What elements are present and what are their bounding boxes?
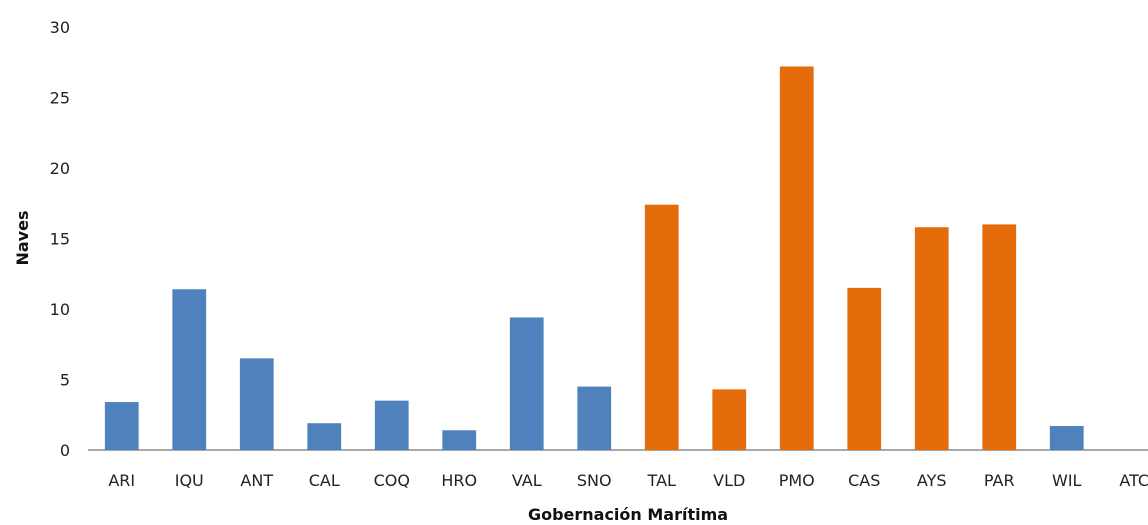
x-tick-label: VAL: [512, 471, 542, 490]
x-tick-label: WIL: [1052, 471, 1082, 490]
bar-tal: [644, 204, 679, 450]
x-tick-label: ATC: [1119, 471, 1148, 490]
x-tick-label: AYS: [917, 471, 947, 490]
bar-ays: [914, 227, 949, 450]
bar-val: [509, 317, 544, 450]
x-tick-label: VLD: [713, 471, 745, 490]
bar-cal: [307, 423, 342, 450]
bar-iqu: [172, 289, 207, 450]
x-tick-label: HRO: [441, 471, 477, 490]
x-axis-ticks: ARI IQU ANT CAL COQ HRO VAL SNO TAL VLD PMO CAS AYS P…: [108, 471, 1148, 490]
y-tick-label: 30: [50, 18, 70, 37]
bar-sno: [577, 386, 612, 450]
x-tick-label: ARI: [108, 471, 135, 490]
x-tick-label: TAL: [647, 471, 676, 490]
bar-cas: [847, 287, 882, 450]
y-tick-label: 0: [60, 441, 70, 460]
x-tick-label: ANT: [240, 471, 273, 490]
x-tick-label: COQ: [374, 471, 410, 490]
bar-wil: [1049, 426, 1084, 450]
bar-ari: [104, 402, 139, 450]
x-tick-label: IQU: [175, 471, 204, 490]
y-axis-label: Naves: [13, 211, 32, 266]
y-tick-label: 5: [60, 371, 70, 390]
y-tick-label: 10: [50, 300, 70, 319]
bar-coq: [374, 400, 409, 450]
bar-ant: [239, 358, 274, 450]
bar-pmo: [779, 66, 814, 450]
bar-vld: [712, 389, 747, 450]
y-axis-ticks: 0 5 10 15 20 25 30: [50, 18, 70, 460]
x-tick-label: CAL: [309, 471, 340, 490]
x-tick-label: PAR: [984, 471, 1015, 490]
x-tick-label: PMO: [779, 471, 815, 490]
y-tick-label: 20: [50, 159, 70, 178]
x-axis-label: Gobernación Marítima: [528, 505, 728, 524]
bar-hro: [442, 430, 477, 450]
y-tick-label: 25: [50, 89, 70, 108]
x-tick-label: SNO: [577, 471, 612, 490]
y-tick-label: 15: [50, 230, 70, 249]
x-tick-label: CAS: [848, 471, 880, 490]
bars: [104, 66, 1084, 450]
bar-par: [982, 224, 1017, 450]
